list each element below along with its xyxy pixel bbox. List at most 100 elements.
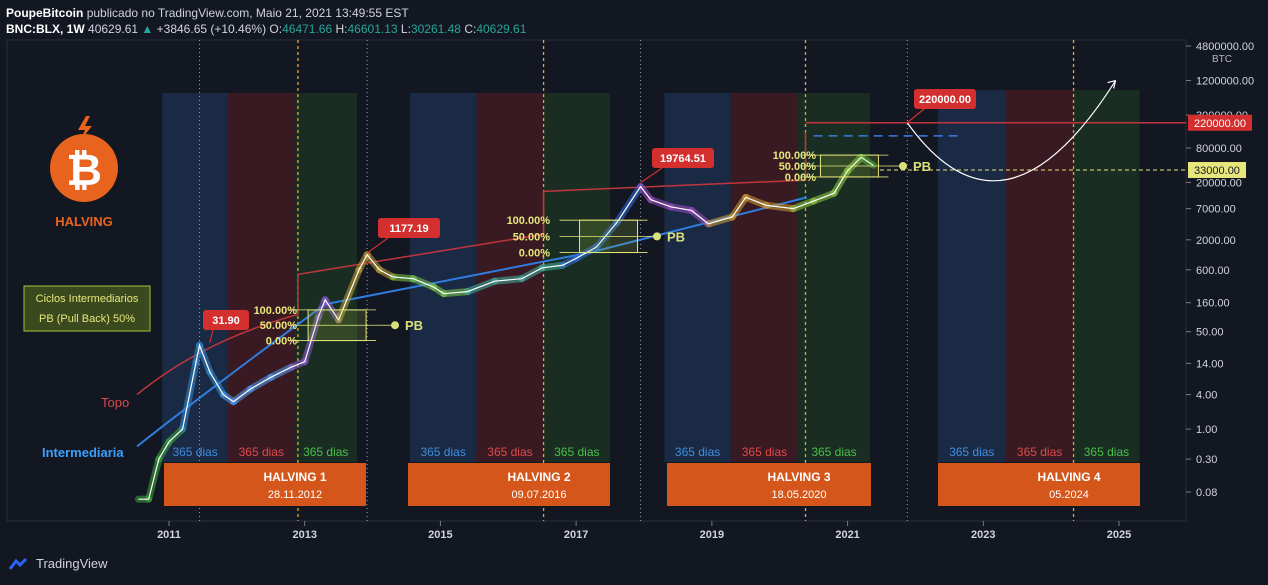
halving-name: HALVING 2: [507, 470, 570, 484]
x-tick-label: 2019: [700, 529, 724, 541]
x-tick-label: 2017: [564, 529, 588, 541]
bitcoin-symbol: ₿: [66, 145, 102, 196]
zone-blue: [937, 90, 1006, 462]
x-tick-label: 2011: [157, 529, 181, 541]
halving-date: 18.05.2020: [771, 489, 826, 501]
y-tick-label: 1200000.00: [1196, 76, 1254, 88]
x-tick-label: 2021: [835, 529, 859, 541]
fib-level-label: 0.00%: [785, 172, 816, 184]
pb-dot: [899, 162, 907, 171]
y-tag-top: [1188, 114, 1252, 131]
pb-label: PB: [667, 229, 685, 244]
days-label: 365 dias: [172, 445, 217, 459]
last-price: 40629.61: [88, 22, 139, 36]
y-tick-label: 4800000.00: [1196, 41, 1254, 53]
price-tag-text: 1177.19: [389, 223, 428, 235]
fib-level-label: 50.00%: [260, 320, 298, 332]
price-tag-text: 19764.51: [660, 153, 706, 165]
x-axis: 2011 2013 2015 2017 2019 2021 2023 2025: [157, 521, 1131, 541]
low-value: 30261.48: [410, 22, 461, 36]
y-tick-label: 0.30: [1196, 454, 1217, 466]
days-label: 365 dias: [811, 445, 856, 459]
fib-level-label: 100.00%: [773, 150, 817, 162]
y-tick-label: 600.00: [1196, 265, 1230, 277]
open-value: 46471.66: [282, 22, 333, 36]
y-tick-label: 4.00: [1196, 390, 1217, 402]
topo-trendline: [136, 132, 807, 396]
tag-pointer: [366, 237, 389, 254]
fib-level-label: 50.00%: [513, 231, 551, 243]
change: +3846.65 (+10.46%): [156, 22, 267, 36]
series-line: [138, 156, 874, 500]
y-tick-label: 80000.00: [1196, 143, 1242, 155]
pb-label: PB: [405, 318, 423, 333]
cycle-zones: [162, 90, 1140, 462]
fib-level-label: 100.00%: [507, 215, 551, 227]
days-label: 365 dias: [675, 445, 720, 459]
x-tick-label: 2025: [1107, 529, 1131, 541]
days-label: 365 dias: [420, 445, 465, 459]
zone-green: [543, 93, 611, 462]
tradingview-logo-icon: [8, 557, 28, 570]
lightning-icon: [78, 116, 92, 141]
bitcoin-logo-icon: [50, 134, 118, 202]
axis-unit: BTC: [1212, 54, 1232, 65]
logo-text: HALVING: [55, 214, 113, 229]
topo-label: Topo: [101, 395, 129, 410]
y-tick-label: 1.00: [1196, 424, 1217, 436]
y-axis: BTC4800000.001200000.00300000.0080000.00…: [1186, 41, 1254, 499]
projection-arrowhead: [1107, 79, 1117, 89]
tag-pointer: [906, 108, 925, 124]
fib-boxes: 100.00% 50.00% 0.00% PB 100.00% 50.00% 0.00% PB…: [254, 150, 932, 347]
intermediaria-label: Intermediaria: [42, 445, 124, 460]
y-tag-pb: [1188, 162, 1246, 179]
halving-box: [408, 463, 610, 506]
price-tag-box: [652, 148, 714, 168]
legend-line2: PB (Pull Back) 50%: [39, 313, 135, 325]
footer[interactable]: TradingView: [8, 556, 108, 571]
fib-level-label: 0.00%: [519, 248, 550, 260]
days-label: 365 dias: [949, 445, 994, 459]
y-tick-label: 14.00: [1196, 358, 1224, 370]
fib-level-label: 0.00%: [266, 336, 297, 348]
halving-box: [667, 463, 871, 506]
halving-date: 28.11.2012: [268, 489, 322, 501]
halving-date: 09.07.2016: [511, 489, 566, 501]
zone-green: [294, 93, 357, 462]
published-text: publicado no TradingView.com, Maio 21, 2…: [86, 6, 409, 20]
days-label: 365 dias: [742, 445, 787, 459]
zone-green: [1073, 90, 1140, 462]
tag-pointer: [209, 329, 214, 344]
y-tag-top-text: 220000.00: [1194, 118, 1246, 130]
days-label: 365 dias: [554, 445, 599, 459]
days-label: 365 dias: [303, 445, 348, 459]
author: PoupeBitcoin: [6, 6, 84, 20]
zone-green: [798, 93, 870, 462]
footer-brand: TradingView: [36, 556, 108, 571]
up-arrow-icon: ▲: [141, 22, 154, 36]
h-label: H:: [335, 22, 348, 36]
pb-label: PB: [913, 159, 931, 174]
price-series: [134, 153, 877, 503]
legend-box: Ciclos Intermediarios PB (Pull Back) 50%: [23, 285, 151, 332]
halving-box: [938, 463, 1140, 506]
y-tick-label: 160.00: [1196, 298, 1230, 310]
x-tick-label: 2013: [292, 529, 316, 541]
days-label: 365 dias: [1017, 445, 1062, 459]
halving-box: [164, 463, 366, 506]
halving-name: HALVING 1: [263, 470, 326, 484]
y-tick-label: 7000.00: [1196, 204, 1236, 216]
close-value: 40629.61: [476, 22, 527, 36]
zone-red: [1005, 90, 1074, 462]
y-tag-pb-text: 33000.00: [1194, 165, 1240, 177]
projection-arc: [906, 80, 1117, 182]
y-tick-label: 20000.00: [1196, 177, 1242, 189]
price-tag-text: 220000.00: [919, 94, 971, 106]
price-tag-box: [378, 218, 440, 238]
plot-frame: [6, 39, 1187, 522]
halving-lines: [199, 40, 1075, 521]
halving-name: HALVING 4: [1037, 470, 1100, 484]
symbol: BNC:BLX, 1W: [6, 22, 85, 36]
fib-level-label: 100.00%: [254, 305, 298, 317]
